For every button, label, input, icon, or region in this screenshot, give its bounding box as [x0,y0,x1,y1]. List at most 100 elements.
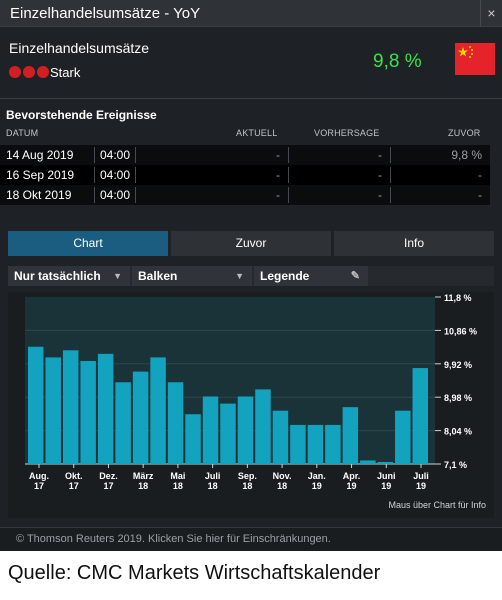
event-row[interactable]: 16 Sep 2019 04:00 - - - [0,165,490,185]
view-tabs: Chart Zuvor Info [8,231,494,256]
indicator-value: 9,8 % [373,51,422,72]
chart-hint: Maus über Chart für Info [388,500,486,510]
column-separator [135,187,136,203]
bar [342,407,359,464]
y-tick-label: 7,1 % [444,460,467,470]
bar [395,410,411,464]
x-tick-label: 19 [312,481,322,491]
economic-calendar-widget: Einzelhandelsumsätze - YoY × Einzelhande… [0,0,502,551]
bar [45,357,61,464]
bar [62,350,79,464]
event-actual: - [276,148,280,162]
y-tick-label: 10,86 % [444,326,477,336]
source-caption: Quelle: CMC Markets Wirtschaftskalender [8,562,381,584]
col-header-forecast: VORHERSAGE [314,128,380,138]
bar [307,424,324,464]
event-previous: - [478,168,482,182]
copyright-text[interactable]: © Thomson Reuters 2019. Klicken Sie hier… [16,533,331,545]
x-tick-label: Juli [205,471,221,481]
x-tick-label: 18 [138,481,148,491]
column-separator [288,167,289,183]
chart-type-label: Balken [138,269,178,283]
tab-info[interactable]: Info [334,231,494,256]
x-tick-label: 17 [103,481,113,491]
x-tick-label: Juni [377,471,396,481]
x-tick-label: Jan. [308,471,326,481]
event-previous: - [478,188,482,202]
y-tick-label: 8,04 % [444,427,472,437]
wrench-icon: ✎ [350,270,360,282]
divider [0,98,502,99]
col-header-actual: AKTUELL [236,128,278,138]
chart-area[interactable]: 11,8 % 10,86 % 9,92 % 8,98 % 8,04 % 7,1 % Aug.… [8,292,494,518]
title-bar: Einzelhandelsumsätze - YoY × [0,0,502,27]
bar [377,462,394,464]
event-forecast: - [378,188,382,202]
bar [132,371,149,464]
x-tick-label: Aug. [29,471,49,481]
event-forecast: - [378,168,382,182]
event-time: 04:00 [100,188,131,202]
event-forecast: - [378,148,382,162]
event-previous: 9,8 % [451,148,482,162]
y-tick-label: 8,98 % [444,393,472,403]
bar [202,396,219,464]
bar [150,357,166,464]
chevron-down-icon: ▼ [113,271,122,281]
china-flag-icon [455,43,495,75]
bar-chart[interactable]: 11,8 % 10,86 % 9,92 % 8,98 % 8,04 % 7,1 % Aug.… [8,292,494,518]
event-time: 04:00 [100,168,131,182]
importance-dot-icon [23,66,35,78]
bar [412,368,428,464]
filter-dropdown[interactable]: Nur tatsächlich ▼ [8,266,130,286]
bar [80,360,96,464]
chart-type-dropdown[interactable]: Balken ▼ [132,266,252,286]
bar [220,403,236,464]
event-row[interactable]: 18 Okt 2019 04:00 - - - [0,185,490,205]
column-separator [390,167,391,183]
x-tick-label: Nov. [273,471,292,481]
bar [360,460,376,464]
window-title: Einzelhandelsumsätze - YoY [10,5,201,22]
column-separator [135,147,136,163]
importance-dots [9,66,49,78]
indicator-name: Einzelhandelsumsätze [9,40,150,56]
bar [115,382,131,464]
chevron-down-icon: ▼ [235,271,244,281]
chart-toolbar: Nur tatsächlich ▼ Balken ▼ Legende ✎ [8,266,494,286]
x-tick-label: März [133,471,154,481]
x-tick-label: 18 [208,481,218,491]
filter-label: Nur tatsächlich [14,269,101,283]
column-separator [288,147,289,163]
bar [97,353,114,464]
x-tick-label: 19 [347,481,357,491]
x-tick-label: 18 [242,481,252,491]
copyright-footer[interactable]: © Thomson Reuters 2019. Klicken Sie hier… [0,527,502,551]
x-tick-label: Dez. [99,471,118,481]
legend-button[interactable]: Legende ✎ [254,266,368,286]
importance-label: Stark [50,65,81,80]
x-tick-label: 18 [277,481,287,491]
column-separator [94,187,95,203]
x-tick-label: Sep. [238,471,257,481]
tab-previous[interactable]: Zuvor [171,231,331,256]
bar [290,424,306,464]
tab-chart[interactable]: Chart [8,231,168,256]
x-tick-label: 19 [416,481,426,491]
event-actual: - [276,168,280,182]
column-separator [288,187,289,203]
bar [167,382,184,464]
event-date: 16 Sep 2019 [6,168,75,182]
x-tick-label: Apr. [343,471,361,481]
event-date: 18 Okt 2019 [6,188,72,202]
col-header-date: DATUM [6,128,39,138]
column-separator [390,147,391,163]
events-title: Bevorstehende Ereignisse [6,108,157,122]
event-row[interactable]: 14 Aug 2019 04:00 - - 9,8 % [0,145,490,165]
bar [28,346,44,464]
x-tick-label: 18 [173,481,183,491]
bar [255,389,271,464]
column-separator [390,187,391,203]
close-icon[interactable]: × [480,0,502,27]
x-tick-label: Juli [413,471,429,481]
